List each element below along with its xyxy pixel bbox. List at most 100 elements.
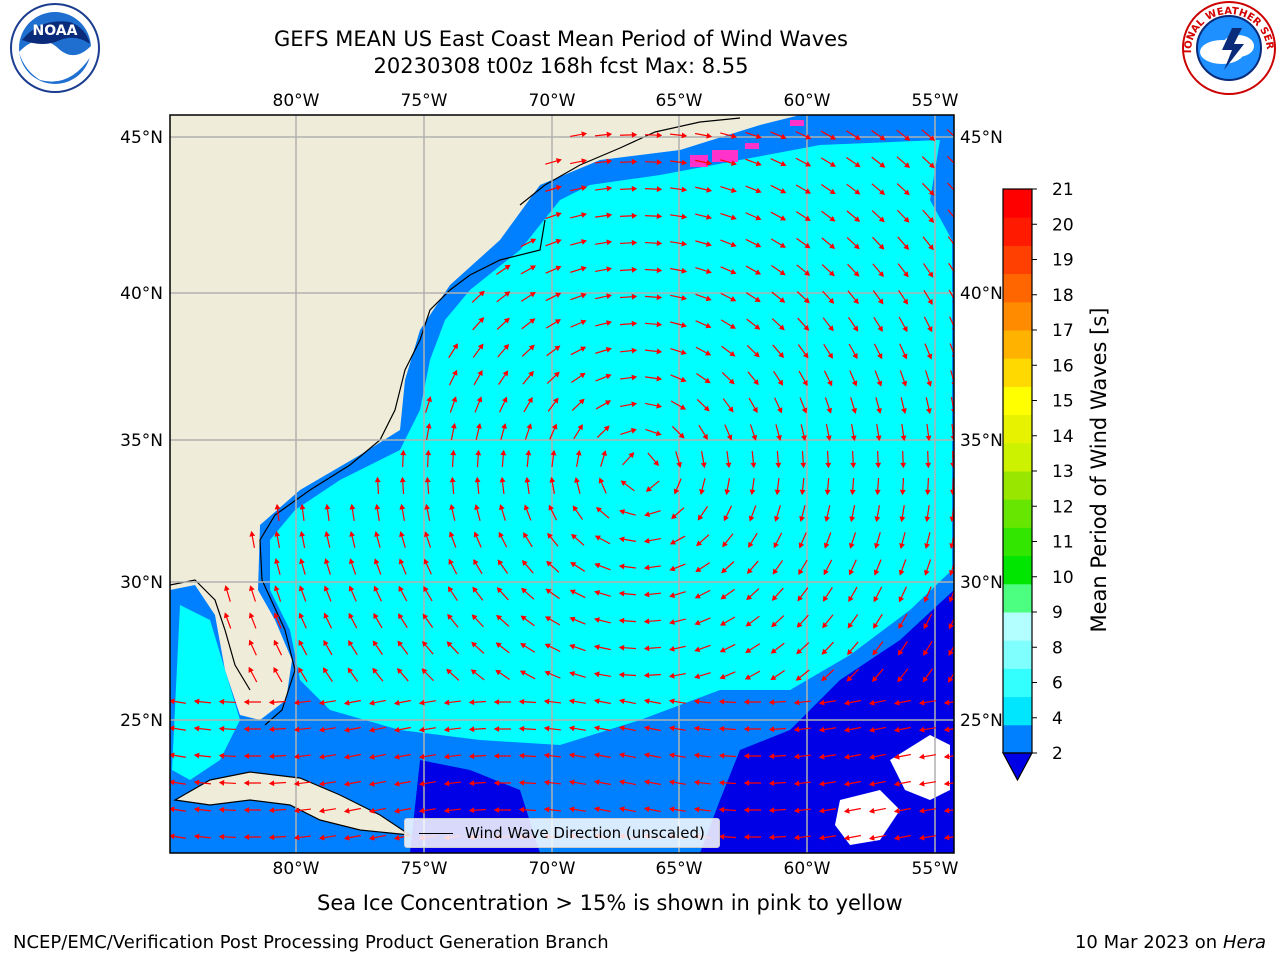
wave-direction-arrow <box>450 449 457 468</box>
wave-direction-arrow <box>796 264 811 276</box>
wave-direction-arrow <box>618 536 636 543</box>
map-title: GEFS MEAN US East Coast Mean Period of W… <box>274 27 848 51</box>
wave-direction-arrow <box>496 317 510 330</box>
wave-direction-arrow <box>875 424 882 442</box>
wave-direction-arrow <box>644 267 663 274</box>
wave-direction-arrow <box>670 267 688 274</box>
wave-direction-arrow <box>795 130 812 140</box>
wave-direction-arrow <box>768 834 787 841</box>
wave-direction-arrow <box>743 726 762 732</box>
wave-direction-arrow <box>948 617 954 630</box>
wave-direction-arrow <box>518 806 537 813</box>
colorbar-segment <box>1003 442 1032 472</box>
wave-direction-arrow <box>718 806 737 813</box>
wave-direction-arrow <box>847 290 859 305</box>
wave-direction-arrow <box>923 613 933 630</box>
wave-direction-arrow <box>745 643 761 653</box>
lon-label-bottom: 60°W <box>784 859 831 879</box>
wave-direction-arrow <box>570 346 587 356</box>
wave-direction-arrow <box>946 129 954 140</box>
wave-direction-arrow <box>468 753 487 760</box>
wave-direction-arrow <box>547 532 559 547</box>
lat-label-left: 45°N <box>120 128 163 148</box>
wave-direction-arrow <box>393 699 411 706</box>
wave-direction-arrow <box>874 477 881 496</box>
wave-direction-arrow <box>520 615 535 627</box>
lon-label-bottom: 75°W <box>401 859 448 879</box>
wave-direction-arrow <box>593 752 611 759</box>
wave-direction-arrow <box>745 292 761 303</box>
noaa-logo-icon: NOAA <box>10 3 100 93</box>
wave-direction-arrow <box>695 293 712 302</box>
wave-direction-arrow <box>793 726 812 733</box>
wave-direction-arrow <box>693 725 712 732</box>
wave-direction-arrow <box>644 240 663 247</box>
wave-direction-arrow <box>544 670 561 679</box>
wave-direction-arrow <box>471 290 485 303</box>
wave-direction-arrow <box>368 753 386 760</box>
wave-direction-arrow <box>898 586 907 603</box>
wave-direction-arrow <box>443 753 462 760</box>
wave-direction-arrow <box>521 318 536 330</box>
wave-direction-arrow <box>570 562 586 572</box>
wave-direction-arrow <box>918 780 936 787</box>
wave-direction-arrow <box>322 667 333 683</box>
wave-direction-arrow <box>618 671 637 678</box>
wave-direction-arrow <box>899 477 906 496</box>
wave-direction-arrow <box>618 590 637 597</box>
wave-direction-arrow <box>668 672 686 679</box>
wave-direction-arrow <box>694 617 711 626</box>
wave-direction-arrow <box>797 344 809 359</box>
lon-label-bottom: 65°W <box>656 859 703 879</box>
wave-direction-arrow <box>947 672 954 683</box>
wave-direction-arrow <box>448 369 458 386</box>
colorbar-tick-label: 4 <box>1052 709 1063 729</box>
wave-direction-arrow <box>747 371 759 386</box>
wave-direction-arrow <box>694 589 711 599</box>
wave-direction-arrow <box>594 617 611 624</box>
wave-direction-arrow <box>669 213 688 220</box>
wave-direction-arrow <box>472 317 485 331</box>
wave-direction-arrow <box>218 698 237 705</box>
wave-direction-arrow <box>193 806 212 813</box>
wave-direction-arrow <box>847 641 859 656</box>
wave-direction-arrow <box>543 725 562 732</box>
wave-direction-arrow <box>618 698 636 705</box>
wave-direction-arrow <box>847 263 860 277</box>
wave-direction-arrow <box>273 666 283 683</box>
wave-direction-arrow <box>274 558 281 575</box>
wave-direction-arrow <box>268 699 287 706</box>
wave-direction-arrow <box>922 209 935 223</box>
wave-direction-arrow <box>818 753 836 760</box>
map-subtitle: 20230308 t00z 168h fcst Max: 8.55 <box>373 54 749 78</box>
wave-direction-arrow <box>347 667 359 682</box>
wave-direction-arrow <box>775 424 782 441</box>
wave-direction-arrow <box>793 807 812 814</box>
wave-direction-arrow <box>773 371 784 386</box>
wave-direction-arrow <box>669 591 686 598</box>
legend-line-icon <box>419 832 453 834</box>
wave-direction-arrow <box>618 752 636 759</box>
wave-direction-arrow <box>875 397 882 414</box>
lon-label-bottom: 70°W <box>529 859 576 879</box>
wave-direction-arrow <box>493 780 512 786</box>
wave-direction-arrow <box>899 370 908 387</box>
wave-direction-arrow <box>843 834 861 841</box>
wave-direction-arrow <box>670 374 687 383</box>
wave-direction-arrow <box>670 347 687 355</box>
wave-direction-arrow <box>324 503 331 522</box>
wave-direction-arrow <box>400 449 407 468</box>
wave-direction-arrow <box>518 752 537 759</box>
wave-direction-arrow <box>822 614 834 629</box>
colorbar-tick-label: 15 <box>1052 392 1074 412</box>
wave-direction-arrow <box>549 423 558 440</box>
wave-direction-arrow <box>899 505 906 523</box>
wave-direction-arrow <box>519 670 536 680</box>
colorbar-tick-label: 11 <box>1052 533 1074 553</box>
wave-direction-arrow <box>850 450 857 469</box>
wave-direction-arrow <box>871 668 884 683</box>
wave-direction-arrow <box>893 753 911 760</box>
wave-direction-arrow <box>800 450 807 469</box>
wave-direction-arrow <box>594 131 613 138</box>
map-frame <box>169 114 955 854</box>
